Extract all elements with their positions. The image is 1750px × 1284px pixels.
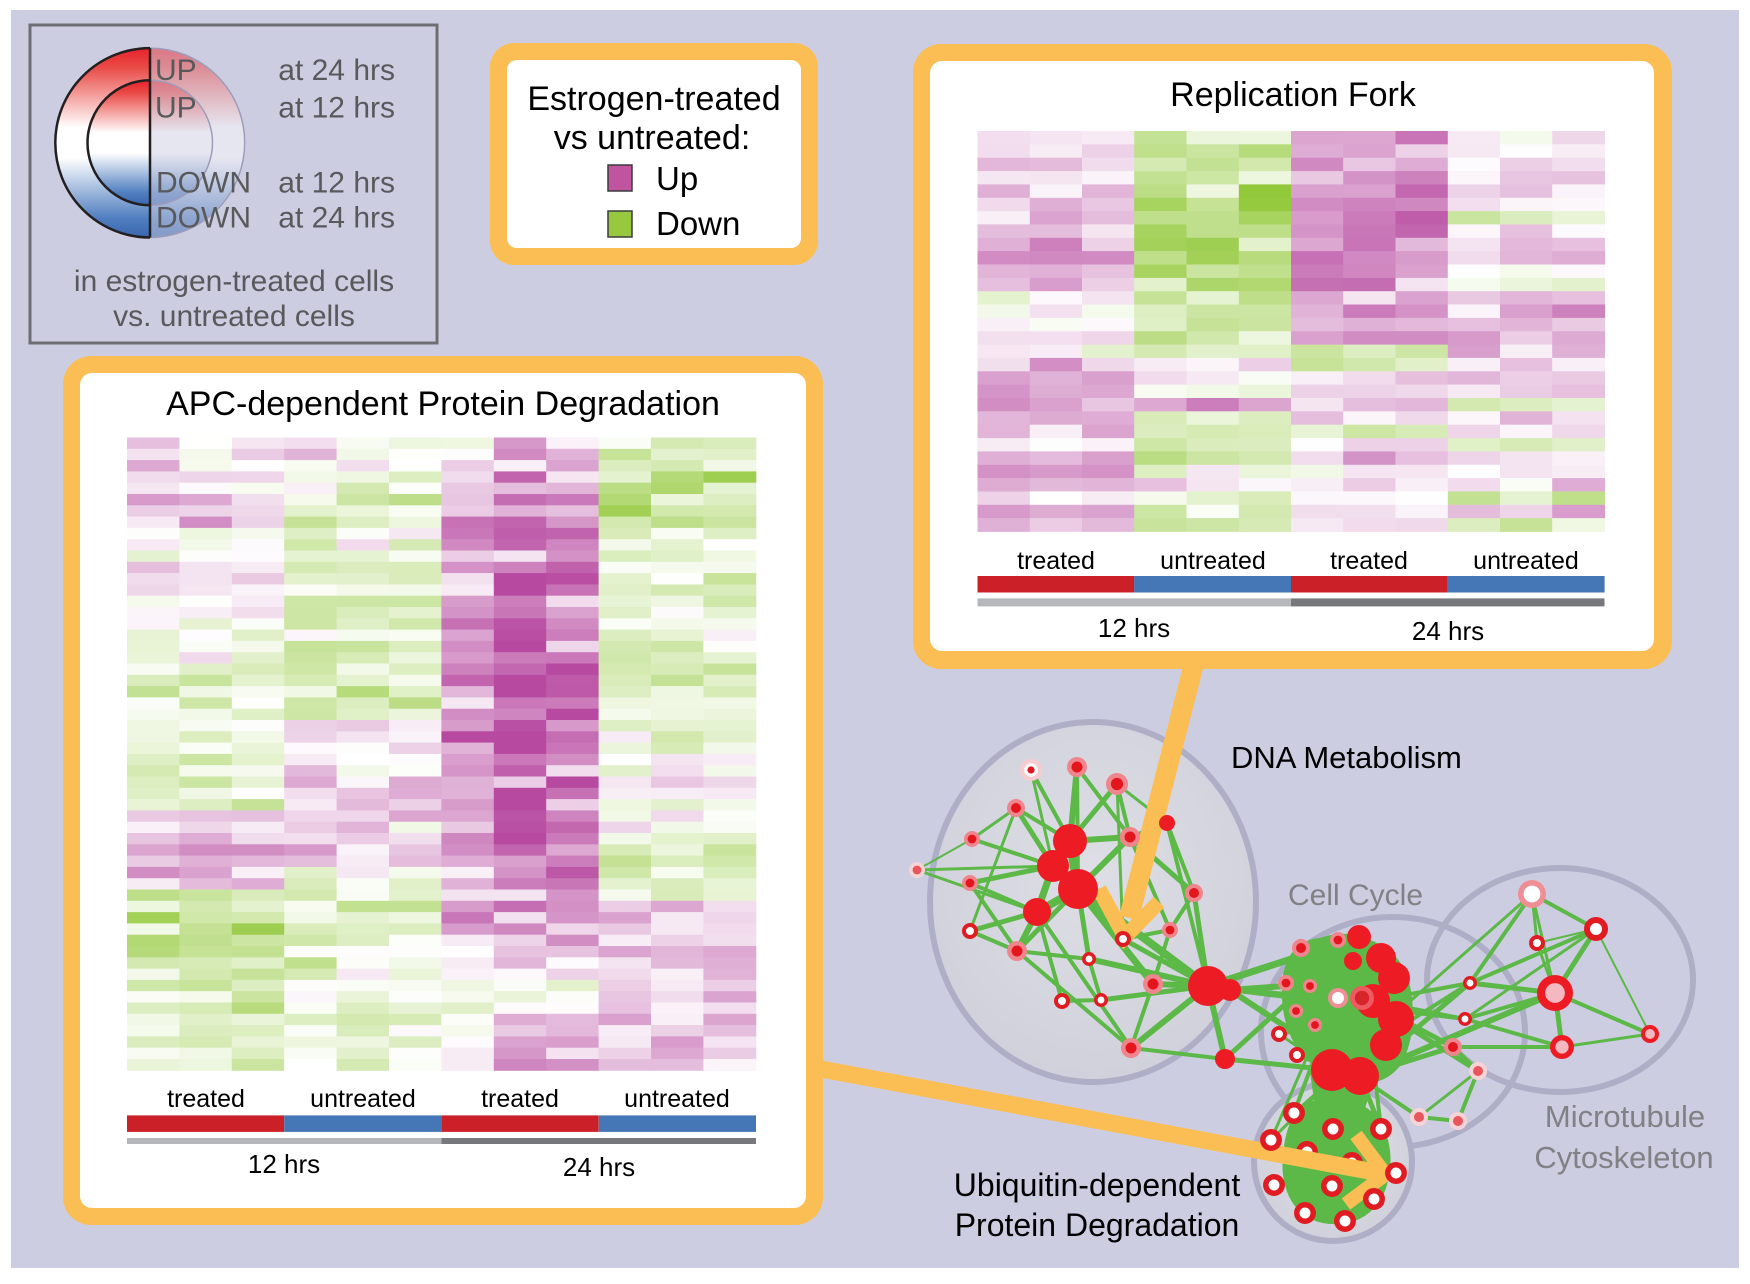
svg-text:DNA Metabolism: DNA Metabolism	[1231, 740, 1462, 775]
svg-text:treated: treated	[1017, 547, 1095, 575]
svg-text:Microtubule: Microtubule	[1545, 1099, 1705, 1134]
svg-text:DOWN: DOWN	[156, 202, 251, 235]
svg-text:untreated: untreated	[1473, 547, 1579, 575]
svg-text:at 24 hrs: at 24 hrs	[278, 54, 395, 87]
svg-text:untreated: untreated	[1160, 547, 1266, 575]
svg-text:treated: treated	[167, 1085, 245, 1113]
svg-text:Cytoskeleton: Cytoskeleton	[1534, 1140, 1713, 1175]
svg-text:untreated: untreated	[310, 1085, 416, 1113]
svg-text:24 hrs: 24 hrs	[563, 1152, 635, 1182]
svg-text:treated: treated	[481, 1085, 559, 1113]
svg-text:UP: UP	[155, 54, 197, 87]
svg-text:12 hrs: 12 hrs	[248, 1149, 320, 1179]
svg-text:DOWN: DOWN	[156, 167, 251, 200]
svg-text:Cell Cycle: Cell Cycle	[1288, 879, 1423, 912]
svg-text:in estrogen-treated cells: in estrogen-treated cells	[74, 265, 394, 298]
svg-text:Up: Up	[656, 160, 698, 197]
svg-text:24 hrs: 24 hrs	[1412, 616, 1484, 646]
svg-text:APC-dependent Protein Degradat: APC-dependent Protein Degradation	[166, 385, 720, 423]
svg-text:Protein Degradation: Protein Degradation	[955, 1207, 1240, 1243]
svg-text:untreated: untreated	[624, 1085, 730, 1113]
svg-text:vs. untreated cells: vs. untreated cells	[113, 300, 355, 333]
svg-text:treated: treated	[1330, 547, 1408, 575]
svg-text:Replication Fork: Replication Fork	[1170, 76, 1417, 114]
svg-text:Estrogen-treated: Estrogen-treated	[527, 80, 780, 118]
svg-text:12 hrs: 12 hrs	[1098, 613, 1170, 643]
svg-text:at 12 hrs: at 12 hrs	[278, 167, 395, 200]
svg-text:at 24 hrs: at 24 hrs	[278, 202, 395, 235]
svg-text:at 12 hrs: at 12 hrs	[278, 92, 395, 125]
svg-text:Down: Down	[656, 205, 740, 242]
svg-text:UP: UP	[155, 92, 197, 125]
svg-text:vs untreated:: vs untreated:	[554, 119, 751, 157]
svg-text:Ubiquitin-dependent: Ubiquitin-dependent	[954, 1167, 1241, 1203]
